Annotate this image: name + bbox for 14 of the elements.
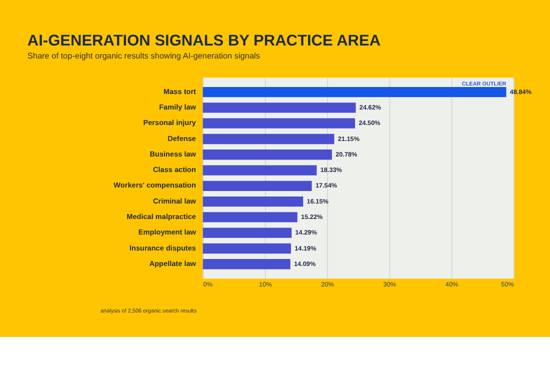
y-tick-label: Defense — [168, 134, 196, 143]
y-tick-label: Personal injury — [143, 118, 197, 128]
y-tick-label: Criminal law — [152, 196, 196, 206]
y-tick-label: Family law — [159, 102, 196, 112]
chart-title: AI-GENERATION SIGNALS BY PRACTICE AREA — [27, 32, 381, 50]
y-tick-label: Medical malpractice — [126, 212, 196, 222]
chart-subtitle: Share of top-eight organic results showing AI-generation signals — [27, 51, 260, 60]
y-tick-label: Class action — [152, 165, 196, 174]
y-tick-label: Insurance disputes — [129, 243, 196, 252]
y-tick-label: Business law — [150, 149, 196, 158]
y-tick-label: Mass tort — [164, 86, 197, 96]
y-tick-label: Employment law — [138, 228, 196, 237]
y-tick-label: Appellate law — [149, 258, 196, 268]
y-tick-label: Workers' compensation — [114, 180, 196, 190]
